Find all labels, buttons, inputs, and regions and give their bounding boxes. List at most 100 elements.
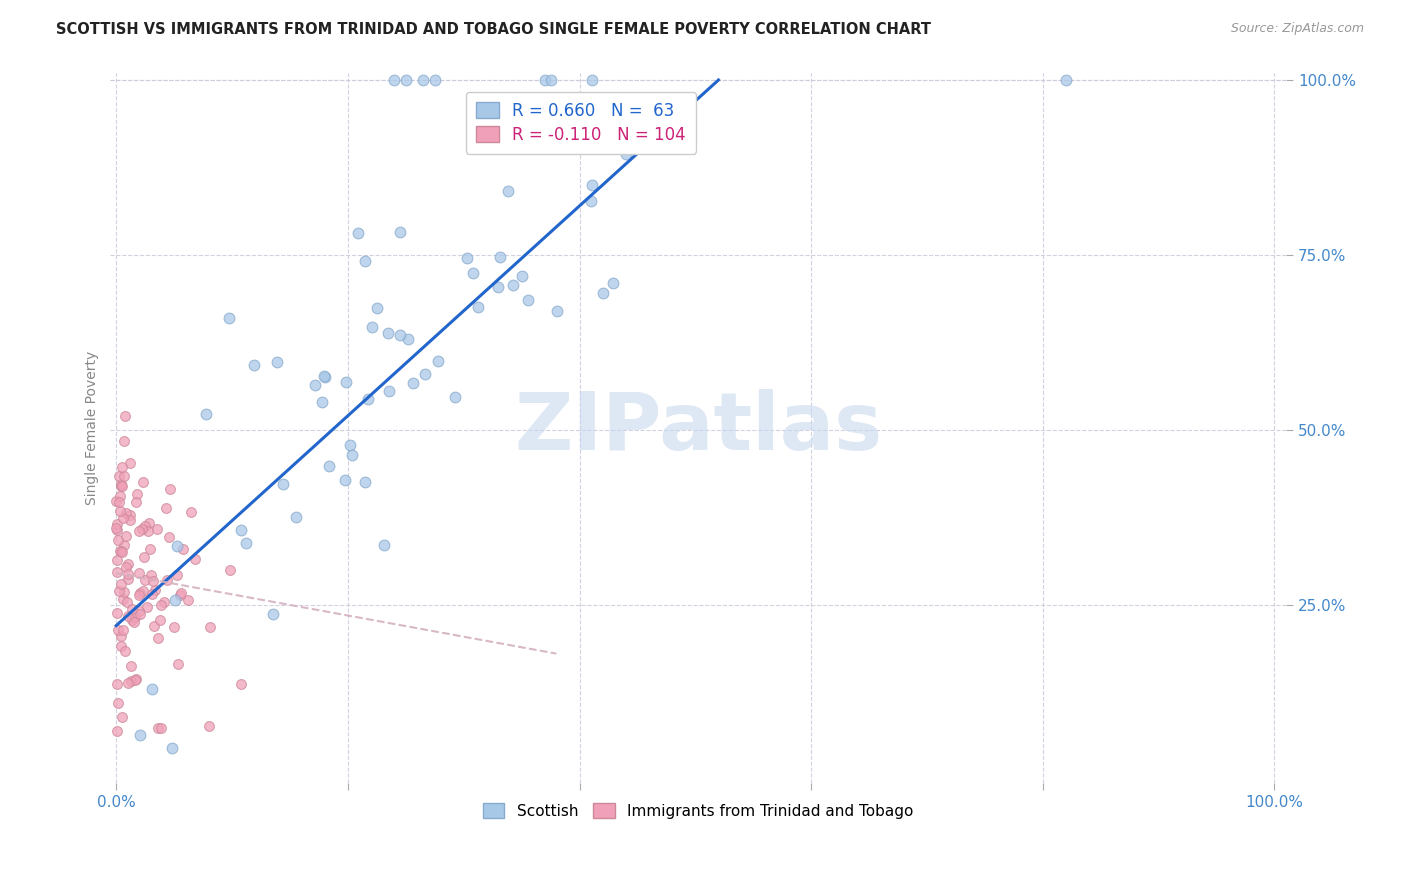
Point bbox=[150, 721, 173, 735]
Point bbox=[125, 486, 148, 500]
Point bbox=[546, 303, 568, 318]
Point bbox=[165, 593, 187, 607]
Point bbox=[271, 476, 294, 491]
Point bbox=[146, 523, 169, 537]
Point bbox=[177, 592, 200, 607]
Point bbox=[340, 448, 363, 462]
Text: ZIPatlas: ZIPatlas bbox=[515, 389, 883, 467]
Point bbox=[128, 607, 150, 621]
Point bbox=[110, 577, 132, 591]
Point bbox=[134, 518, 156, 533]
Point bbox=[105, 517, 128, 532]
Point bbox=[143, 583, 166, 598]
Point bbox=[112, 434, 135, 448]
Point bbox=[581, 73, 603, 87]
Point bbox=[110, 544, 132, 558]
Point bbox=[117, 676, 139, 690]
Point bbox=[115, 560, 138, 574]
Point bbox=[105, 606, 128, 620]
Point bbox=[142, 574, 165, 588]
Point bbox=[117, 572, 139, 586]
Point bbox=[423, 73, 446, 87]
Point bbox=[486, 280, 509, 294]
Point bbox=[141, 681, 163, 696]
Point bbox=[120, 456, 142, 470]
Point bbox=[318, 459, 340, 474]
Point bbox=[377, 326, 399, 341]
Point bbox=[128, 524, 150, 538]
Point bbox=[231, 523, 253, 537]
Point bbox=[284, 509, 307, 524]
Point bbox=[373, 538, 395, 552]
Point bbox=[498, 184, 520, 198]
Point bbox=[160, 741, 183, 756]
Text: Source: ZipAtlas.com: Source: ZipAtlas.com bbox=[1230, 22, 1364, 36]
Point bbox=[502, 278, 524, 293]
Point bbox=[135, 599, 157, 614]
Point bbox=[110, 489, 132, 503]
Point bbox=[581, 178, 603, 192]
Point bbox=[111, 545, 134, 559]
Point bbox=[395, 73, 418, 87]
Point bbox=[346, 226, 368, 240]
Point bbox=[121, 659, 143, 673]
Point bbox=[200, 620, 222, 634]
Point bbox=[157, 530, 180, 544]
Point bbox=[120, 674, 142, 689]
Point bbox=[114, 644, 136, 658]
Point bbox=[218, 310, 240, 325]
Point bbox=[110, 629, 132, 643]
Point bbox=[169, 588, 191, 602]
Point bbox=[108, 468, 131, 483]
Point bbox=[142, 618, 165, 632]
Point bbox=[110, 476, 132, 491]
Point bbox=[125, 495, 148, 509]
Point bbox=[110, 479, 132, 493]
Point bbox=[197, 719, 219, 733]
Point bbox=[132, 550, 155, 565]
Point bbox=[117, 557, 139, 571]
Point bbox=[148, 721, 170, 735]
Point bbox=[314, 370, 336, 384]
Point bbox=[159, 482, 181, 496]
Point bbox=[105, 552, 128, 566]
Point bbox=[141, 587, 163, 601]
Point bbox=[592, 285, 614, 300]
Point bbox=[456, 251, 478, 265]
Point bbox=[111, 479, 134, 493]
Point bbox=[444, 390, 467, 404]
Point bbox=[389, 225, 412, 239]
Point bbox=[129, 728, 152, 742]
Point bbox=[510, 268, 533, 283]
Point bbox=[361, 319, 384, 334]
Point bbox=[194, 407, 217, 421]
Point bbox=[122, 615, 145, 629]
Point bbox=[124, 609, 146, 624]
Point bbox=[427, 354, 450, 368]
Point bbox=[152, 595, 174, 609]
Point bbox=[149, 613, 172, 627]
Point bbox=[112, 591, 135, 606]
Point bbox=[354, 254, 377, 268]
Point bbox=[516, 293, 538, 308]
Point bbox=[132, 583, 155, 598]
Point bbox=[132, 475, 155, 490]
Point bbox=[180, 505, 202, 519]
Point bbox=[333, 473, 356, 487]
Point bbox=[107, 624, 129, 638]
Point bbox=[148, 632, 170, 646]
Point bbox=[1054, 73, 1077, 87]
Point bbox=[382, 73, 405, 87]
Point bbox=[121, 602, 143, 616]
Point bbox=[139, 541, 162, 556]
Point bbox=[117, 566, 139, 581]
Point bbox=[110, 640, 132, 654]
Point bbox=[124, 672, 146, 686]
Point bbox=[357, 392, 380, 406]
Point bbox=[117, 595, 139, 609]
Point bbox=[111, 510, 134, 524]
Point bbox=[129, 585, 152, 599]
Point bbox=[488, 250, 510, 264]
Point bbox=[108, 543, 131, 558]
Point bbox=[172, 541, 194, 556]
